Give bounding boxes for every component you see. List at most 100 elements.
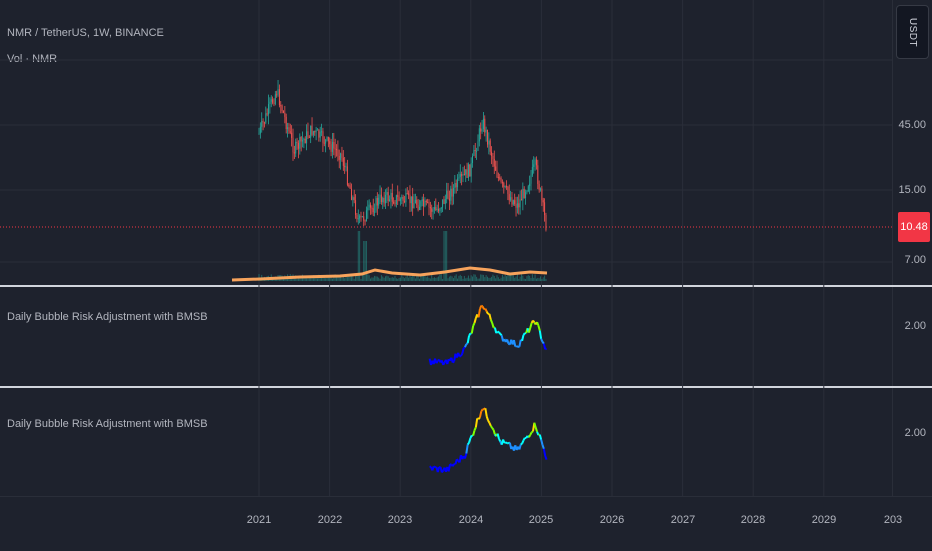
- candle-body: [407, 193, 408, 194]
- volume-bar: [392, 277, 393, 281]
- candle-body: [324, 143, 325, 144]
- candle-body: [355, 200, 356, 215]
- risk-line-segment: [540, 331, 541, 339]
- risk-line-segment: [541, 339, 542, 342]
- volume-bar: [341, 278, 342, 281]
- volume-bar: [532, 274, 533, 281]
- candle-body: [261, 121, 262, 127]
- volume-bar: [403, 277, 404, 281]
- risk-line-segment: [479, 417, 480, 419]
- volume-bar: [367, 274, 368, 281]
- candle-body: [430, 207, 431, 208]
- candle-body: [337, 150, 338, 156]
- volume-bar: [354, 279, 355, 281]
- volume-bar: [492, 275, 493, 281]
- candle-body: [483, 119, 484, 129]
- volume-bar: [516, 276, 517, 281]
- candle-body: [396, 195, 397, 204]
- risk-line-segment: [469, 438, 470, 443]
- volume-bar: [435, 278, 436, 281]
- candle-body: [506, 186, 507, 187]
- volume-bar: [499, 279, 500, 281]
- risk-line-segment: [532, 431, 533, 432]
- volume-bar: [458, 276, 459, 281]
- candle-body: [363, 216, 364, 220]
- risk-line-segment: [466, 343, 467, 344]
- candle-body: [443, 199, 444, 204]
- risk-line-segment: [500, 334, 501, 335]
- candle-body: [307, 131, 308, 137]
- volume-bar: [501, 278, 502, 281]
- candle-body: [513, 200, 514, 204]
- candle-body: [543, 200, 544, 202]
- candle-body: [381, 195, 382, 202]
- volume-bar: [509, 275, 510, 281]
- candle-body: [275, 94, 276, 103]
- risk-line-segment: [507, 339, 508, 343]
- risk-line-segment: [481, 409, 482, 411]
- candle-body: [452, 189, 453, 197]
- volume-bar: [396, 278, 397, 281]
- candle-body: [260, 127, 261, 134]
- volume-bar: [423, 275, 424, 281]
- candle-body: [393, 202, 394, 204]
- volume-bar: [482, 275, 483, 281]
- risk-line-segment: [457, 459, 458, 460]
- risk-line-segment: [488, 421, 489, 423]
- volume-bar: [325, 278, 326, 281]
- volume-bar: [502, 275, 503, 281]
- volume-bar: [404, 278, 405, 281]
- risk-line-segment: [438, 467, 439, 472]
- candle-body: [441, 208, 442, 209]
- candle-body: [350, 186, 351, 189]
- candle-body: [344, 166, 345, 167]
- volume-bar: [525, 279, 526, 281]
- risk-line-segment: [465, 454, 466, 459]
- risk-line-segment: [487, 312, 488, 314]
- volume-bar: [344, 278, 345, 281]
- candle-body: [429, 202, 430, 207]
- volume-bar: [415, 278, 416, 281]
- risk-line-segment: [533, 320, 534, 322]
- volume-bar: [448, 278, 449, 281]
- risk-line-segment: [529, 435, 530, 437]
- volume-bar: [389, 278, 390, 281]
- candle-body: [426, 201, 427, 202]
- risk-line-segment: [473, 323, 474, 326]
- candle-body: [366, 210, 367, 221]
- volume-bar: [518, 279, 519, 281]
- candle-body: [487, 130, 488, 145]
- volume-bar: [505, 275, 506, 281]
- volume-bar: [377, 277, 378, 281]
- risk-line-segment: [519, 445, 520, 450]
- candle-body: [286, 117, 287, 129]
- candle-body: [359, 216, 360, 219]
- candle-body: [320, 132, 321, 138]
- risk-line-segment: [542, 342, 543, 344]
- candle-body: [533, 164, 534, 167]
- risk-line-segment: [480, 411, 481, 417]
- risk-line-segment: [545, 349, 546, 350]
- candle-body: [409, 195, 410, 203]
- candle-body: [399, 197, 400, 201]
- candle-body: [418, 205, 419, 210]
- volume-bar: [457, 279, 458, 281]
- risk-line-segment: [499, 439, 500, 442]
- volume-bar: [370, 279, 371, 281]
- candle-body: [390, 193, 391, 199]
- candle-body: [454, 183, 455, 188]
- volume-bar: [494, 276, 495, 281]
- volume-bar: [375, 276, 376, 281]
- candle-body: [541, 189, 542, 201]
- candle-body: [476, 151, 477, 152]
- candle-body: [259, 134, 260, 135]
- volume-bar: [411, 277, 412, 281]
- risk-line-segment: [494, 430, 495, 435]
- risk-line-segment: [491, 426, 492, 428]
- volume-bar: [384, 278, 385, 281]
- candle-body: [419, 207, 420, 210]
- risk-line-segment: [485, 309, 486, 312]
- volume-bar: [429, 278, 430, 281]
- risk-line-segment: [522, 335, 523, 341]
- volume-bar: [393, 278, 394, 281]
